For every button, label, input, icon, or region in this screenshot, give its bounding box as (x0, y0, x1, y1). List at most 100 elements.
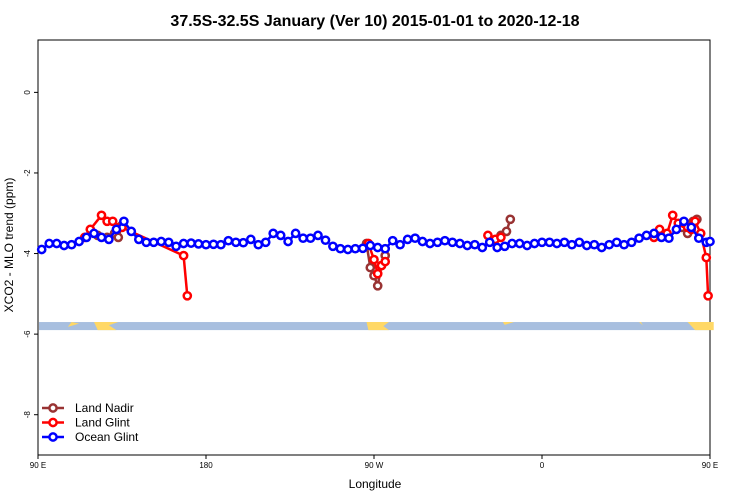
x-tick-label: 90 W (365, 461, 384, 470)
data-point (171, 241, 181, 252)
data-point (369, 254, 379, 265)
data-point (440, 235, 450, 246)
data-point (477, 242, 488, 253)
data-point (505, 214, 516, 225)
data-point (667, 210, 678, 221)
data-point (484, 237, 495, 248)
data-point (703, 290, 713, 301)
y-tick-label: -2 (23, 169, 32, 177)
data-point (679, 216, 689, 227)
data-point (656, 232, 667, 243)
land-patch (67, 322, 80, 327)
data-point (283, 236, 293, 247)
data-point (133, 234, 144, 245)
data-point (372, 268, 383, 279)
land-patch (639, 322, 643, 326)
data-point (514, 238, 525, 249)
data-point (492, 242, 503, 253)
data-point (507, 238, 517, 249)
legend-item: Land Glint (42, 416, 130, 430)
x-tick-label: 180 (199, 461, 213, 470)
data-point (372, 242, 383, 253)
data-point (402, 234, 413, 245)
legend-label: Ocean Glint (75, 430, 139, 444)
data-point (343, 244, 353, 255)
data-point (335, 243, 346, 254)
data-point (305, 233, 316, 244)
data-point (111, 224, 122, 235)
y-axis-label: XCO2 - MLO trend (ppm) (2, 178, 16, 313)
data-point (104, 234, 114, 245)
data-point (522, 240, 532, 251)
data-point (417, 236, 428, 247)
axes: 90 E 180 90 W 0 90 E 0 -2 -4 -6 -8 (23, 90, 718, 470)
land-patch (366, 322, 389, 331)
data-point (298, 233, 308, 244)
data-point (216, 239, 226, 250)
data-point (425, 238, 435, 249)
land-patch (94, 322, 119, 331)
data-point (178, 238, 189, 249)
data-point (705, 236, 715, 247)
land-ocean-strip (39, 322, 714, 331)
y-tick-label: -8 (23, 411, 32, 419)
data-point (208, 239, 219, 250)
data-point (253, 239, 264, 250)
data-point (380, 256, 391, 267)
data-point (686, 222, 697, 233)
x-axis-label: Longitude (349, 477, 402, 491)
data-point (96, 210, 107, 221)
data-point (693, 233, 704, 244)
land-patch (687, 322, 714, 331)
data-point (357, 243, 368, 254)
data-point (231, 237, 241, 248)
data-point (223, 235, 234, 246)
data-point (365, 240, 376, 251)
data-point (499, 241, 510, 252)
data-point (372, 280, 383, 291)
data-point (156, 236, 167, 247)
legend-label: Land Nadir (75, 401, 134, 415)
data-point (619, 239, 629, 250)
land-patch (502, 322, 514, 325)
data-point (604, 239, 615, 250)
data-point (529, 238, 540, 249)
data-point (596, 242, 607, 253)
data-point (182, 290, 193, 301)
data-point (260, 237, 271, 248)
data-point (634, 233, 644, 244)
data-point (201, 239, 211, 250)
data-point (245, 234, 256, 245)
data-point (701, 252, 712, 263)
legend-item: Land Nadir (42, 401, 134, 415)
data-point (51, 238, 62, 249)
data-point (649, 228, 659, 239)
chart-title: 37.5S-32.5S January (Ver 10) 2015-01-01 … (170, 13, 579, 30)
data-point (447, 237, 458, 248)
data-point (552, 238, 562, 249)
data-point (186, 238, 196, 248)
data-point (126, 226, 137, 237)
data-point (350, 243, 361, 254)
data-point (66, 239, 77, 250)
data-point (496, 232, 506, 243)
data-point (574, 237, 585, 248)
data-point (432, 237, 443, 248)
data-point (290, 228, 301, 239)
legend-item: Ocean Glint (42, 430, 139, 444)
data-point (365, 262, 376, 273)
x-tick-label: 0 (540, 461, 545, 470)
data-point (89, 228, 99, 239)
data-point (275, 230, 286, 241)
y-tick-label: 0 (23, 90, 32, 95)
data-point (238, 237, 249, 248)
x-tick-label: 90 E (702, 461, 718, 470)
data-point (44, 238, 55, 249)
data-point (178, 250, 189, 261)
data-point (148, 237, 159, 248)
data-point (589, 239, 600, 250)
data-point (387, 235, 398, 246)
legend-marker (48, 432, 58, 442)
